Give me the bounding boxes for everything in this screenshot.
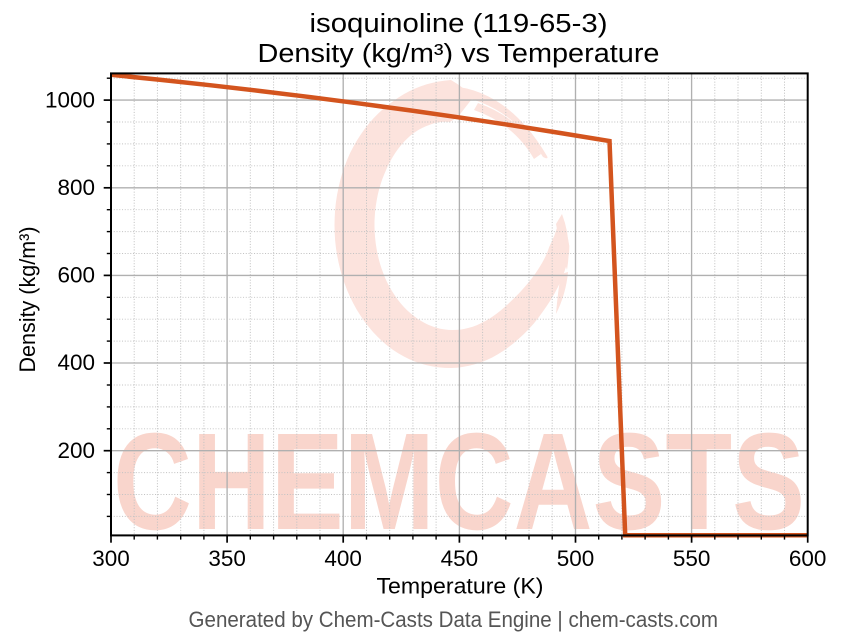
svg-text:Density (kg/m³): Density (kg/m³) [15, 227, 40, 373]
svg-text:200: 200 [58, 438, 96, 463]
svg-text:isoquinoline (119-65-3): isoquinoline (119-65-3) [310, 10, 608, 38]
svg-text:450: 450 [441, 546, 479, 571]
svg-text:Density (kg/m³) vs Temperature: Density (kg/m³) vs Temperature [258, 40, 660, 68]
svg-text:500: 500 [557, 546, 595, 571]
svg-text:600: 600 [789, 546, 827, 571]
svg-text:550: 550 [673, 546, 711, 571]
svg-text:Temperature (K): Temperature (K) [377, 574, 544, 599]
svg-text:400: 400 [58, 350, 96, 375]
svg-text:300: 300 [92, 546, 130, 571]
svg-text:350: 350 [208, 546, 246, 571]
svg-text:400: 400 [324, 546, 362, 571]
svg-text:800: 800 [58, 175, 96, 200]
svg-text:600: 600 [58, 263, 96, 288]
svg-text:1000: 1000 [45, 87, 95, 112]
svg-text:Generated by Chem-Casts Data E: Generated by Chem-Casts Data Engine | ch… [189, 607, 719, 632]
